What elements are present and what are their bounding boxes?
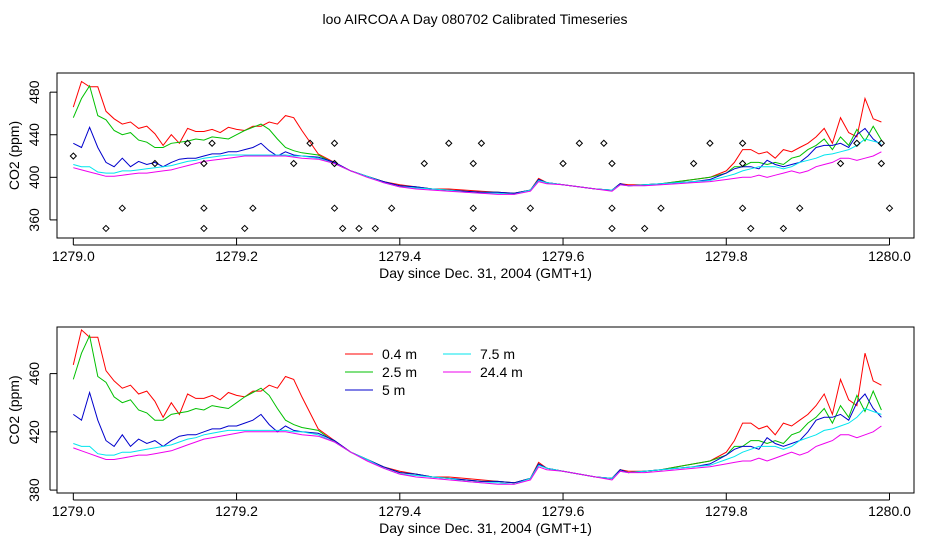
panel-top-series-2-5-m [72, 84, 882, 194]
panel-top-x-tick-label: 1279.8 [705, 248, 748, 264]
panel-bottom-series-5-m [73, 390, 882, 484]
panel-bottom-x-tick-label: 1279.0 [52, 503, 95, 519]
legend-label-7-5-m: 7.5 m [480, 346, 515, 362]
panel-top-x-tick-label: 1279.4 [378, 248, 421, 264]
panel-top-marker-point [885, 204, 894, 212]
panel-bottom-y-tick-label: 420 [26, 420, 42, 444]
panel-bottom-x-tick-label: 1279.6 [542, 503, 585, 519]
panel-bottom-x-tick-label: 1279.2 [215, 503, 258, 519]
panel-top-marker-point [738, 159, 747, 168]
panel-top-marker-point [640, 224, 649, 233]
panel-top-marker-point [779, 224, 788, 233]
panel-top-marker-point [387, 204, 396, 212]
panel-top-marker-point [330, 139, 339, 147]
panel-top-marker-point [657, 204, 665, 212]
panel-top-marker-point [747, 224, 755, 233]
panel-top-marker-point [600, 139, 608, 147]
panel-bottom-y-axis-label: CO2 (ppm) [6, 375, 22, 444]
panel-top-marker-point [706, 139, 714, 147]
panel-bottom-series-0-4-m [72, 328, 882, 484]
panel-top-marker-point [877, 139, 886, 147]
panel-top-y-tick-label: 480 [26, 80, 42, 104]
panel-top-marker-point [559, 159, 567, 168]
panel-top-marker-point [469, 224, 477, 233]
panel-top-x-tick-label: 1279.6 [542, 248, 585, 264]
panel-top-marker-point [241, 224, 249, 233]
panel-top-marker-point [853, 139, 861, 147]
panel-top-marker-point [608, 224, 616, 233]
panel-top-marker-point [445, 139, 453, 147]
panel-top-marker-point [371, 224, 380, 233]
panel-top-marker-point [200, 204, 208, 212]
panel-top-series-0-4-m [72, 80, 882, 194]
panel-top-marker-point [469, 159, 477, 168]
panel-top-marker-point [200, 224, 208, 233]
panel-top-marker-point [510, 224, 518, 233]
panel-top-series-24-4-m [73, 151, 882, 195]
page-title: loo AIRCOA A Day 080702 Calibrated Times… [322, 11, 628, 27]
panel-top-marker-point [877, 159, 886, 168]
legend-label-24-4-m: 24.4 m [480, 364, 523, 380]
panel-top-marker-point [355, 224, 363, 233]
panel-bottom-frame [56, 326, 915, 494]
panel-top-frame [56, 72, 915, 239]
panel-bottom-series-2-5-m [72, 334, 882, 484]
panel-top-y-axis-label: CO2 (ppm) [6, 121, 22, 190]
panel-top-marker-point [469, 204, 477, 212]
panel-top-x-tick-label: 1279.2 [215, 248, 258, 264]
panel-top-marker-point [796, 204, 804, 212]
panel-top-x-tick-label: 1280.0 [868, 248, 911, 264]
panel-top-marker-point [420, 159, 428, 168]
panel-bottom-x-tick-label: 1280.0 [868, 503, 911, 519]
panel-bottom-y-tick-label: 380 [26, 478, 42, 502]
panel-bottom-x-axis-label: Day since Dec. 31, 2004 (GMT+1) [379, 520, 592, 536]
legend-label-0-4-m: 0.4 m [382, 346, 417, 362]
panel-top-marker-point [608, 204, 616, 212]
panel-top-x-tick-label: 1279.0 [52, 248, 95, 264]
panel-top-marker-point [575, 139, 584, 147]
panel-top-marker-point [738, 204, 747, 212]
panel-top-marker-point [836, 159, 845, 168]
panel-bottom-x-tick-label: 1279.8 [705, 503, 748, 519]
panel-bottom-series-7-5-m [73, 407, 882, 485]
panel-top-marker-point [102, 224, 110, 233]
panel-top-marker-point [118, 204, 127, 212]
panel-top-marker-point [151, 159, 159, 168]
panel-top-marker-point [289, 159, 298, 168]
panel-top-y-tick-label: 440 [26, 123, 42, 147]
panel-top-y-tick-label: 360 [26, 208, 42, 232]
panel-top-marker-point [477, 139, 486, 147]
panel-bottom-series-24-4-m [73, 425, 882, 485]
panel-top-marker-point [526, 204, 535, 212]
panel-top-marker-point [608, 159, 616, 168]
legend-label-5-m: 5 m [382, 382, 405, 398]
panel-top-series-7-5-m [73, 138, 882, 195]
panel-bottom-y-tick-label: 460 [26, 362, 42, 386]
panel-top-marker-point [183, 139, 192, 147]
panel-top-x-axis-label: Day since Dec. 31, 2004 (GMT+1) [379, 265, 592, 281]
panel-top-marker-point [200, 159, 208, 168]
panel-top-marker-point [738, 139, 747, 147]
panel-top-y-tick-label: 400 [26, 165, 42, 189]
panel-top-marker-point [208, 139, 216, 147]
panel-top-marker-point [330, 204, 339, 212]
panel-bottom-x-tick-label: 1279.4 [378, 503, 421, 519]
panel-top-marker-point [338, 224, 347, 233]
panel-top-marker-point [330, 159, 339, 168]
panel-top-marker-point [306, 139, 314, 147]
panel-top-marker-point [69, 152, 78, 160]
legend-label-2-5-m: 2.5 m [382, 364, 417, 380]
panel-top-marker-point [689, 159, 698, 168]
panel-top-marker-point [249, 204, 257, 212]
